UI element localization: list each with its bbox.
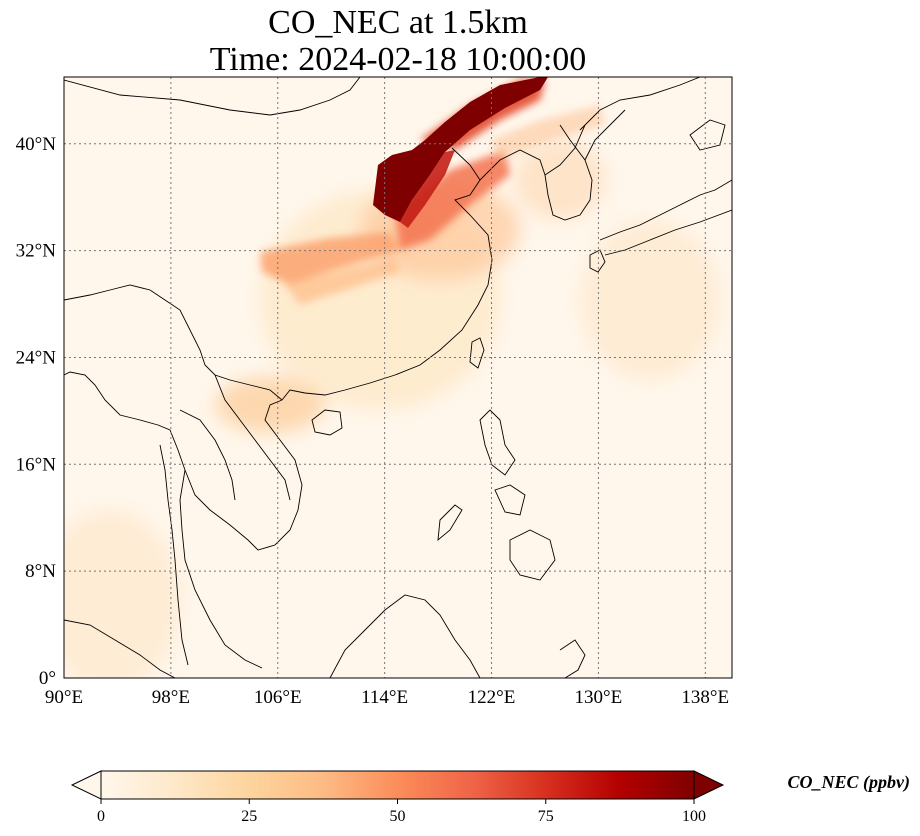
colorbar-extend-max <box>693 770 725 800</box>
lon-tick-label: 106°E <box>254 687 302 708</box>
hainan-island <box>311 409 343 436</box>
lat-tick-label: 16°N <box>16 454 57 475</box>
luzon <box>479 409 516 476</box>
korea-border <box>544 124 586 176</box>
plume-core-edge <box>400 150 455 228</box>
thailand-border <box>179 409 236 501</box>
visayas <box>494 484 526 516</box>
lat-tick-label: 32°N <box>16 241 57 262</box>
map-plot-area <box>64 77 732 678</box>
map-title-line-2: Time: 2024-02-18 10:00:00 <box>209 41 587 78</box>
andaman-coast <box>159 444 189 666</box>
borneo-coast <box>329 594 481 678</box>
lon-tick-label: 122°E <box>468 687 516 708</box>
russia-coast <box>579 77 701 131</box>
colorbar-tick-label: 0 <box>97 808 105 825</box>
lon-tick-label: 114°E <box>361 687 408 708</box>
map-frame <box>63 76 733 679</box>
colorbar-label: CO_NEC (ppbv) <box>788 772 911 793</box>
lon-tick-label: 98°E <box>152 687 190 708</box>
japan-honshu <box>599 179 732 241</box>
japan-kyushu <box>589 249 606 273</box>
plume-korea-strip <box>490 105 605 160</box>
lon-tick-label: 90°E <box>45 687 83 708</box>
lon-tick-label: 130°E <box>575 687 623 708</box>
colorbar-extend-min <box>70 770 102 800</box>
map-gridlines <box>64 77 732 678</box>
colorbar-gradient-bar <box>100 770 695 800</box>
colorbar-tick-label: 75 <box>538 808 554 825</box>
palawan <box>437 504 463 542</box>
longitude-ticks: 90°E 98°E 106°E 114°E 122°E 130°E 138°E <box>45 687 729 708</box>
taiwan-island <box>469 337 485 369</box>
plume-tail-lower <box>285 258 400 305</box>
lat-tick-label: 8°N <box>25 561 56 582</box>
gulf-thailand <box>184 469 249 541</box>
colorbar-tick-label: 50 <box>390 808 406 825</box>
lat-tick-label: 0° <box>39 668 56 689</box>
coastlines <box>64 77 732 678</box>
colorbar-ticks: 0 25 50 75 100 <box>97 799 706 825</box>
latitude-ticks: 0° 8°N 16°N 24°N 32°N 40°N <box>16 134 57 689</box>
colorbar: 0 25 50 75 100 CO_NEC (ppbv) <box>70 770 911 825</box>
liaodong-coast <box>479 149 546 181</box>
plume-tail-sw <box>260 232 400 285</box>
mongolia-border <box>64 77 361 116</box>
malay-peninsula <box>179 469 263 669</box>
hokkaido <box>689 119 726 151</box>
mindanao <box>509 529 556 581</box>
colorbar-tick-label: 100 <box>682 808 706 825</box>
korea-coast <box>544 124 593 221</box>
haze-west <box>64 510 180 678</box>
japan-honshu-south <box>604 209 732 256</box>
colorbar-tick-label: 25 <box>241 808 257 825</box>
map-title-line-1: CO_NEC at 1.5km <box>268 4 528 41</box>
concentration-field <box>64 77 720 678</box>
lat-tick-label: 40°N <box>16 134 57 155</box>
china-coastline <box>281 147 493 401</box>
plume-core <box>373 77 548 222</box>
sulawesi <box>559 639 586 678</box>
korea-japan-sea-coast <box>584 109 626 161</box>
sumatra-north <box>64 619 176 678</box>
lat-tick-label: 24°N <box>16 347 57 368</box>
haze-japan <box>580 220 720 380</box>
laos-vietnam-border <box>214 374 291 501</box>
indochina-coast <box>247 399 303 551</box>
plume-plain <box>395 150 510 250</box>
haze-korea <box>515 140 605 220</box>
lon-tick-label: 138°E <box>681 687 729 708</box>
china-border-west <box>64 284 283 401</box>
myanmar-coast <box>64 371 186 471</box>
